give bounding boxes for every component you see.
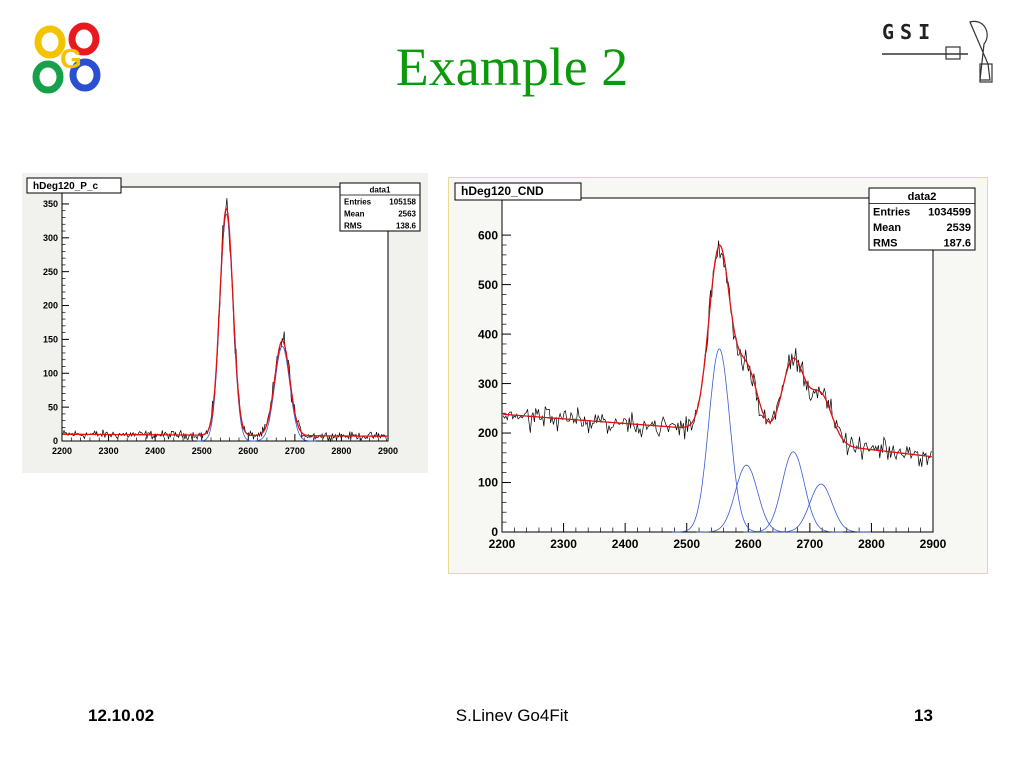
gsi-logo-box <box>945 46 961 60</box>
x-tick-label: 2900 <box>378 446 398 456</box>
x-tick-label: 2200 <box>52 446 72 456</box>
y-tick-label: 150 <box>43 335 58 345</box>
chart-panel-2: 0 100 200 300 400 500 600 2200 2300 2400 2500 2600 2… <box>448 177 988 574</box>
fit-total-line <box>62 207 388 437</box>
stats-label: Mean <box>344 209 365 218</box>
x-tick-label: 2800 <box>858 537 885 551</box>
chart-title: hDeg120_P_c <box>33 181 98 192</box>
y-tick-label: 100 <box>478 476 498 490</box>
fit-total-line <box>503 244 932 458</box>
chart-1-svg: 0 50 100 150 200 250 300 350 2200 2300 2400 2500 260… <box>26 177 421 456</box>
slide-title: Example 2 <box>395 37 629 97</box>
component-gaussian-line <box>197 213 256 442</box>
y-tick-label: 300 <box>43 233 58 243</box>
y-tick-label: 350 <box>43 199 58 209</box>
y-tick-label: 50 <box>48 402 58 412</box>
x-tick-label: 2400 <box>145 446 165 456</box>
component-gaussian-line <box>743 451 844 533</box>
component-gaussian-line <box>248 345 316 442</box>
logo-ring-green <box>32 60 64 94</box>
footer-author: S.Linev Go4Fit <box>455 706 569 725</box>
y-tick-label: 200 <box>43 301 58 311</box>
x-tick-label: 2500 <box>192 446 212 456</box>
chart-title-box <box>454 182 582 201</box>
x-tick-label: 2700 <box>285 446 305 456</box>
chart-panel-1: 0 50 100 150 200 250 300 350 2200 2300 2400 2500 260… <box>22 173 428 473</box>
x-tick-label: 2200 <box>489 537 516 551</box>
plot-area <box>61 186 389 442</box>
logo-letter: G <box>60 43 82 74</box>
stats-label: Entries <box>873 207 910 219</box>
logo-ring-red <box>68 22 100 56</box>
footer-page-number: 13 <box>914 706 933 725</box>
stats-label: RMS <box>873 238 897 250</box>
x-tick-label: 2600 <box>735 537 762 551</box>
y-tick-label: 200 <box>478 426 498 440</box>
y-tick-label: 300 <box>478 377 498 391</box>
stats-value: 138.6 <box>396 221 417 230</box>
x-tick-label: 2700 <box>797 537 824 551</box>
y-tick-label: 250 <box>43 267 58 277</box>
y-tick-label: 400 <box>478 327 498 341</box>
x-tick-label: 2800 <box>331 446 351 456</box>
stats-box-name: data2 <box>908 191 937 203</box>
x-tick-label: 2600 <box>238 446 258 456</box>
chart-title: hDeg120_CND <box>461 184 544 198</box>
gsi-logo: GSI <box>882 20 993 83</box>
gsi-logo-ring <box>969 20 991 81</box>
component-gaussian-line <box>771 483 871 533</box>
logo-ring-blue <box>69 58 101 92</box>
y-tick-label: 100 <box>43 368 58 378</box>
stats-label: Mean <box>873 222 901 234</box>
x-tick-label: 2400 <box>612 537 639 551</box>
stats-value: 105158 <box>389 197 416 206</box>
stats-label: Entries <box>344 197 372 206</box>
stats-value: 2563 <box>398 209 416 218</box>
y-tick-label: 600 <box>478 228 498 242</box>
gsi-logo-detector <box>979 63 993 83</box>
component-gaussian-line <box>672 348 767 533</box>
stats-label: RMS <box>344 221 362 230</box>
go4-logo: G <box>32 22 101 94</box>
chart-2-svg: 0 100 200 300 400 500 600 2200 2300 2400 2500 2600 2… <box>454 182 976 551</box>
gsi-logo-text: GSI <box>882 20 936 44</box>
logo-ring-yellow <box>34 25 66 59</box>
stats-value: 187.6 <box>943 238 971 250</box>
stats-box <box>339 182 421 232</box>
chart-title-box <box>26 177 122 194</box>
stats-value: 1034599 <box>928 207 971 219</box>
x-tick-label: 2300 <box>99 446 119 456</box>
x-tick-label: 2300 <box>550 537 577 551</box>
x-tick-label: 2900 <box>920 537 947 551</box>
component-gaussian-line <box>696 464 797 533</box>
stats-box <box>868 187 976 251</box>
y-tick-label: 500 <box>478 278 498 292</box>
stats-value: 2539 <box>947 222 971 234</box>
x-tick-label: 2500 <box>673 537 700 551</box>
footer-date: 12.10.02 <box>88 706 155 725</box>
stats-box-name: data1 <box>370 185 391 194</box>
y-tick-label: 0 <box>491 525 498 539</box>
y-tick-label: 0 <box>53 436 58 446</box>
